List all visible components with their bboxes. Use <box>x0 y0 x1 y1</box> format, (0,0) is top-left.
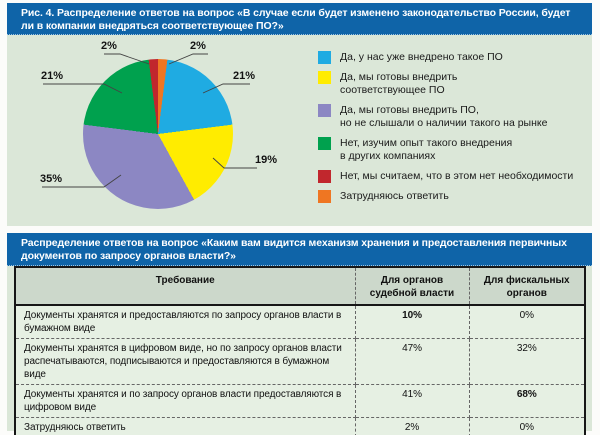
leader-line-orange <box>168 53 208 65</box>
cell-requirement: Документы хранятся и по запросу органов … <box>14 384 356 418</box>
legend-label: Нет, изучим опыт такого внедрения в друг… <box>340 137 513 162</box>
legend-item-no-need: Нет, мы считаем, что в этом нет необходи… <box>318 170 573 183</box>
leader-lines <box>42 53 257 188</box>
legend-swatch-purple <box>318 104 331 117</box>
table-row: Документы хранятся и по запросу органов … <box>14 384 586 418</box>
pie-label-red: 2% <box>101 40 117 52</box>
legend-swatch-orange <box>318 190 331 203</box>
column-header-requirement: Требование <box>14 266 356 306</box>
pie-label-purple: 35% <box>40 173 63 185</box>
pie-panel: 2% 2% 21% 19% 35% 21% Да, у нас уже внед… <box>7 35 592 226</box>
legend-swatch-green <box>318 137 331 150</box>
pie-label-green: 21% <box>41 70 64 82</box>
cell-judicial: 2% <box>354 417 470 435</box>
legend-swatch-blue <box>318 51 331 64</box>
table-header-row: Требование Для органов судебной власти Д… <box>14 266 586 306</box>
cell-requirement: Документы хранятся в цифровом виде, но п… <box>14 338 356 385</box>
leader-line-purple <box>42 174 122 188</box>
column-header-judicial: Для органов судебной власти <box>354 266 470 306</box>
legend-label: Да, мы готовы внедрить соответствующее П… <box>340 71 458 96</box>
legend-item-study-experience: Нет, изучим опыт такого внедрения в друг… <box>318 137 573 163</box>
cell-judicial: 47% <box>354 338 470 385</box>
legend-item-already-implemented: Да, у нас уже внедрено такое ПО <box>318 51 573 64</box>
pie-title-bar: Рис. 4. Распределение ответов на вопрос … <box>7 3 592 35</box>
column-header-fiscal: Для фискальных органов <box>468 266 586 306</box>
table-panel: Требование Для органов судебной власти Д… <box>7 266 592 435</box>
cell-fiscal: 68% <box>468 384 586 418</box>
pie-legend: Да, у нас уже внедрено такое ПО Да, мы г… <box>318 51 573 203</box>
table-title-bar: Распределение ответов на вопрос «Каким в… <box>7 233 592 266</box>
legend-label: Затрудняюсь ответить <box>340 190 449 202</box>
legend-label: Нет, мы считаем, что в этом нет необходи… <box>340 170 574 182</box>
legend-item-difficult-to-answer: Затрудняюсь ответить <box>318 190 573 203</box>
table-row: Документы хранятся в цифровом виде, но п… <box>14 338 586 385</box>
legend-swatch-yellow <box>318 71 331 84</box>
table-row: Документы хранятся и предоставляются по … <box>14 304 586 339</box>
table-title: Распределение ответов на вопрос «Каким в… <box>21 237 567 262</box>
pie-title: Рис. 4. Распределение ответов на вопрос … <box>21 7 571 32</box>
answers-table: Требование Для органов судебной власти Д… <box>14 266 586 435</box>
table-row: Затрудняюсь ответить 2% 0% <box>14 417 586 435</box>
cell-fiscal: 0% <box>468 304 586 339</box>
pie-label-yellow: 19% <box>255 154 278 166</box>
leader-line-red <box>104 53 150 65</box>
pie-label-blue: 21% <box>233 70 256 82</box>
leader-line-blue <box>202 83 250 94</box>
cell-judicial: 10% <box>354 304 470 339</box>
leader-line-green <box>43 83 123 94</box>
legend-label: Да, мы готовы внедрить ПО, но не слышали… <box>340 104 548 129</box>
pie-label-orange: 2% <box>190 40 206 52</box>
leader-line-yellow <box>212 157 257 169</box>
legend-label: Да, у нас уже внедрено такое ПО <box>340 51 503 63</box>
cell-fiscal: 0% <box>468 417 586 435</box>
cell-judicial: 41% <box>354 384 470 418</box>
cell-fiscal: 32% <box>468 338 586 385</box>
cell-requirement: Затрудняюсь ответить <box>14 417 356 435</box>
cell-requirement: Документы хранятся и предоставляются по … <box>14 304 356 339</box>
legend-item-ready-to-implement: Да, мы готовы внедрить соответствующее П… <box>318 71 573 97</box>
legend-swatch-red <box>318 170 331 183</box>
legend-item-ready-but-unaware: Да, мы готовы внедрить ПО, но не слышали… <box>318 104 573 130</box>
